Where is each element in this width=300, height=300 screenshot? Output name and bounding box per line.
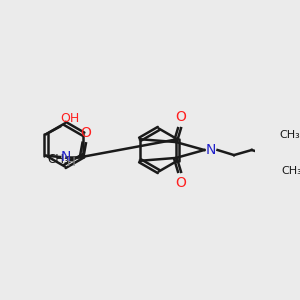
Text: N: N (206, 143, 216, 157)
Text: CH₃: CH₃ (48, 153, 70, 166)
Text: O: O (176, 176, 187, 190)
Text: N: N (61, 150, 71, 164)
Text: O: O (176, 110, 187, 124)
Text: CH₃: CH₃ (280, 130, 300, 140)
Text: H: H (67, 156, 76, 169)
Text: O: O (80, 127, 91, 140)
Text: OH: OH (60, 112, 79, 125)
Text: CH₃: CH₃ (281, 166, 300, 176)
